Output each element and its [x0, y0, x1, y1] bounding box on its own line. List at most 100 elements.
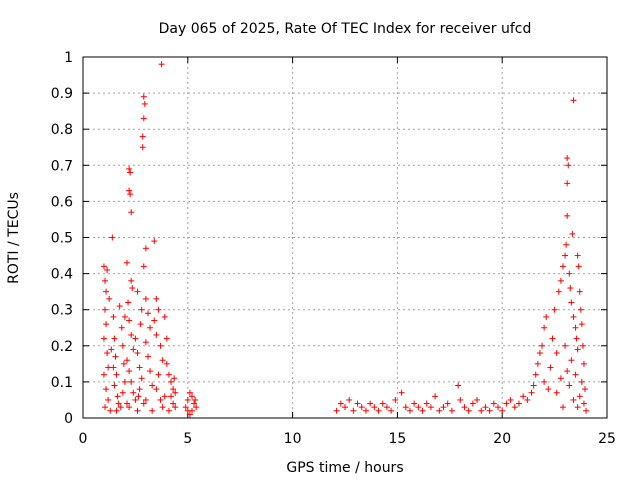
data-point — [151, 238, 158, 245]
data-point — [388, 407, 395, 414]
y-tick-label: 0.2 — [51, 339, 73, 355]
data-point — [158, 61, 165, 68]
data-point — [159, 404, 166, 411]
data-point — [465, 407, 472, 414]
grid — [83, 57, 607, 418]
data-point — [129, 285, 136, 292]
data-point — [580, 400, 587, 407]
data-point — [427, 404, 434, 411]
data-point — [138, 375, 145, 382]
data-point — [155, 371, 162, 378]
data-point — [103, 386, 110, 393]
y-tick-label: 0.4 — [51, 267, 73, 283]
data-point — [559, 263, 566, 270]
data-point — [474, 396, 481, 403]
data-point — [573, 335, 580, 342]
data-point — [102, 404, 109, 411]
data-point — [578, 321, 585, 328]
data-point — [125, 299, 132, 306]
data-point — [545, 386, 552, 393]
data-point — [440, 404, 447, 411]
data-point — [379, 400, 386, 407]
y-tick-label: 0.5 — [51, 231, 73, 247]
data-point — [354, 400, 361, 407]
data-point — [163, 335, 170, 342]
data-point — [495, 404, 502, 411]
data-point — [161, 313, 168, 320]
data-point — [124, 259, 131, 266]
data-point — [134, 288, 141, 295]
data-point — [135, 393, 142, 400]
data-point — [144, 353, 151, 360]
data-point — [114, 393, 121, 400]
data-point — [383, 404, 390, 411]
data-point — [511, 404, 518, 411]
data-point — [534, 360, 541, 367]
data-point — [100, 371, 107, 378]
data-point — [455, 382, 462, 389]
data-point — [136, 364, 143, 371]
data-point — [350, 407, 357, 414]
data-point — [574, 404, 581, 411]
data-point — [490, 400, 497, 407]
y-tick-label: 0.9 — [51, 86, 73, 102]
data-point — [570, 313, 577, 320]
data-point — [105, 364, 112, 371]
data-point — [144, 310, 151, 317]
data-point — [503, 400, 510, 407]
data-point — [346, 396, 353, 403]
y-tick-label: 1 — [64, 50, 73, 66]
data-point — [536, 350, 543, 357]
data-point — [559, 404, 566, 411]
data-point — [581, 386, 588, 393]
x-tick-label: 20 — [493, 431, 511, 447]
data-point — [128, 331, 135, 338]
y-tick-label: 0.3 — [51, 303, 73, 319]
data-point — [579, 342, 586, 349]
data-point — [121, 313, 128, 320]
plot-frame — [82, 56, 608, 419]
data-point — [553, 350, 560, 357]
data-point — [520, 393, 527, 400]
data-point — [165, 407, 172, 414]
data-point — [130, 389, 137, 396]
data-point — [140, 93, 147, 100]
data-point — [576, 288, 583, 295]
data-point — [165, 371, 172, 378]
data-point — [138, 306, 145, 313]
data-point — [124, 400, 131, 407]
data-point — [109, 234, 116, 241]
data-point — [104, 350, 111, 357]
data-point — [436, 407, 443, 414]
data-point — [104, 266, 111, 273]
data-point — [126, 187, 133, 194]
x-tick-label: 0 — [79, 431, 88, 447]
data-point — [406, 407, 413, 414]
data-point — [398, 389, 405, 396]
data-point — [142, 295, 149, 302]
data-point — [132, 396, 139, 403]
data-point — [362, 407, 369, 414]
data-point — [100, 263, 107, 270]
data-point — [168, 378, 175, 385]
y-tick-label: 0.7 — [51, 158, 73, 174]
data-point — [151, 317, 158, 324]
data-point — [113, 371, 120, 378]
data-point — [577, 306, 584, 313]
data-point — [170, 386, 177, 393]
data-point — [564, 180, 571, 187]
data-point — [564, 155, 571, 162]
x-axis-ticks: 0 5 10 15 20 25 — [79, 57, 616, 447]
data-point — [565, 162, 572, 169]
y-tick-label: 0.6 — [51, 194, 73, 210]
data-point — [566, 382, 573, 389]
data-point — [411, 400, 418, 407]
data-point — [575, 263, 582, 270]
data-point — [568, 357, 575, 364]
data-point — [140, 400, 147, 407]
data-point — [103, 321, 110, 328]
data-point — [100, 335, 107, 342]
data-point — [576, 393, 583, 400]
data-point — [566, 270, 573, 277]
data-point — [415, 404, 422, 411]
